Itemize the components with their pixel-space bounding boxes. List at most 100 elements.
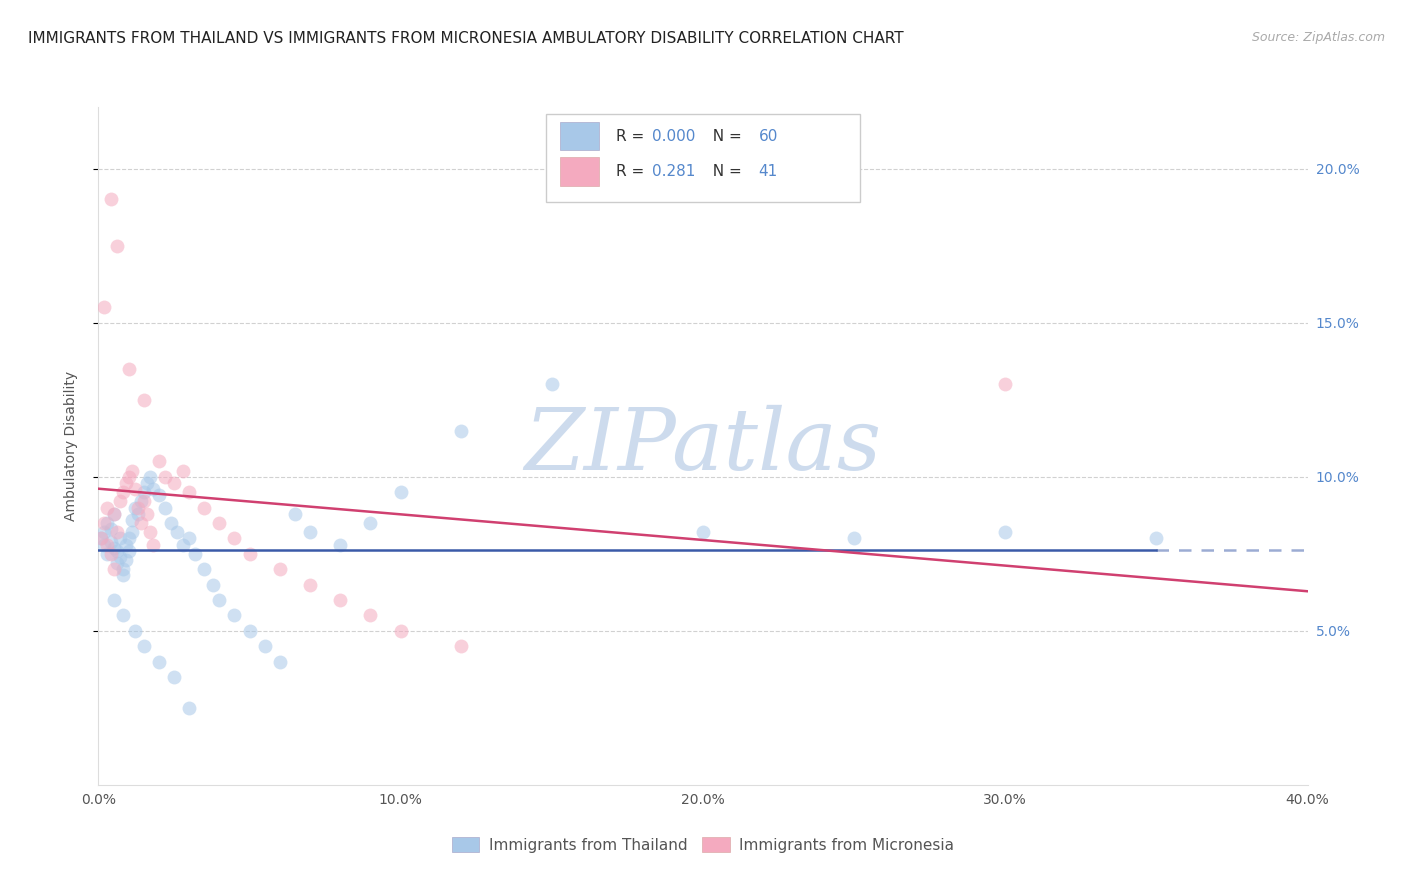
Point <box>153 500 176 515</box>
Point <box>105 543 128 558</box>
Point <box>844 532 866 546</box>
Text: IMMIGRANTS FROM THAILAND VS IMMIGRANTS FROM MICRONESIA AMBULATORY DISABILITY COR: IMMIGRANTS FROM THAILAND VS IMMIGRANTS F… <box>28 31 904 46</box>
Y-axis label: Ambulatory Disability: Ambulatory Disability <box>63 371 77 521</box>
Point <box>139 470 162 484</box>
Point <box>148 488 170 502</box>
Point <box>239 624 262 638</box>
Point <box>118 470 141 484</box>
Point <box>163 670 186 684</box>
Point <box>994 377 1017 392</box>
Point <box>184 547 207 561</box>
Point <box>103 507 125 521</box>
Point <box>299 577 322 591</box>
Point <box>124 482 146 496</box>
Point <box>172 538 194 552</box>
Point <box>93 525 115 540</box>
Point <box>100 547 122 561</box>
Point <box>124 500 146 515</box>
Point <box>179 532 201 546</box>
Point <box>108 549 131 564</box>
Point <box>100 534 122 549</box>
Point <box>93 301 115 315</box>
Point <box>132 485 155 500</box>
Point <box>163 475 186 490</box>
Point <box>121 525 143 540</box>
Point <box>208 516 231 530</box>
Point <box>132 640 155 654</box>
Point <box>172 464 194 478</box>
Text: R =: R = <box>616 164 650 179</box>
Point <box>121 464 143 478</box>
Point <box>329 593 352 607</box>
Text: 41: 41 <box>759 164 778 179</box>
Text: N =: N = <box>703 164 747 179</box>
Point <box>90 532 112 546</box>
Point <box>96 516 118 530</box>
Point <box>224 532 246 546</box>
Point <box>96 547 118 561</box>
Point <box>202 577 225 591</box>
Point <box>269 562 291 576</box>
Text: Source: ZipAtlas.com: Source: ZipAtlas.com <box>1251 31 1385 45</box>
Point <box>121 513 143 527</box>
Point <box>540 377 562 392</box>
Point <box>160 516 183 530</box>
Point <box>111 562 134 576</box>
Point <box>142 538 165 552</box>
Point <box>108 494 131 508</box>
Point <box>450 640 472 654</box>
Point <box>269 655 291 669</box>
Point <box>166 525 188 540</box>
Point <box>360 516 382 530</box>
Point <box>93 516 115 530</box>
Bar <box>561 122 599 151</box>
Point <box>111 568 134 582</box>
Point <box>224 608 246 623</box>
Point <box>114 553 136 567</box>
Point <box>93 538 115 552</box>
Point <box>103 507 125 521</box>
Point <box>148 655 170 669</box>
Point <box>118 362 141 376</box>
Text: 60: 60 <box>759 128 778 144</box>
Point <box>142 482 165 496</box>
Point <box>153 470 176 484</box>
Point <box>179 485 201 500</box>
Point <box>253 640 276 654</box>
Point <box>360 608 382 623</box>
Point <box>1144 532 1167 546</box>
Point <box>129 494 152 508</box>
Text: N =: N = <box>703 128 747 144</box>
Point <box>118 532 141 546</box>
Point <box>389 485 412 500</box>
Point <box>994 525 1017 540</box>
Text: R =: R = <box>616 128 650 144</box>
Point <box>299 525 322 540</box>
Point <box>105 525 128 540</box>
Point <box>208 593 231 607</box>
Point <box>284 507 307 521</box>
Point <box>96 538 118 552</box>
Point <box>193 562 215 576</box>
Point <box>239 547 262 561</box>
Text: 0.000: 0.000 <box>652 128 696 144</box>
Point <box>450 424 472 438</box>
Point <box>127 500 149 515</box>
Point <box>103 541 125 555</box>
Point <box>127 507 149 521</box>
Text: ZIPatlas: ZIPatlas <box>524 405 882 487</box>
Point <box>100 522 122 536</box>
Point <box>114 538 136 552</box>
Point <box>132 494 155 508</box>
Point <box>105 556 128 570</box>
Point <box>132 392 155 407</box>
Point <box>103 562 125 576</box>
Bar <box>561 157 599 186</box>
Point <box>135 475 157 490</box>
Point <box>118 543 141 558</box>
Point <box>139 525 162 540</box>
Point <box>100 193 122 207</box>
Point <box>111 608 134 623</box>
Point <box>114 475 136 490</box>
Point <box>103 593 125 607</box>
